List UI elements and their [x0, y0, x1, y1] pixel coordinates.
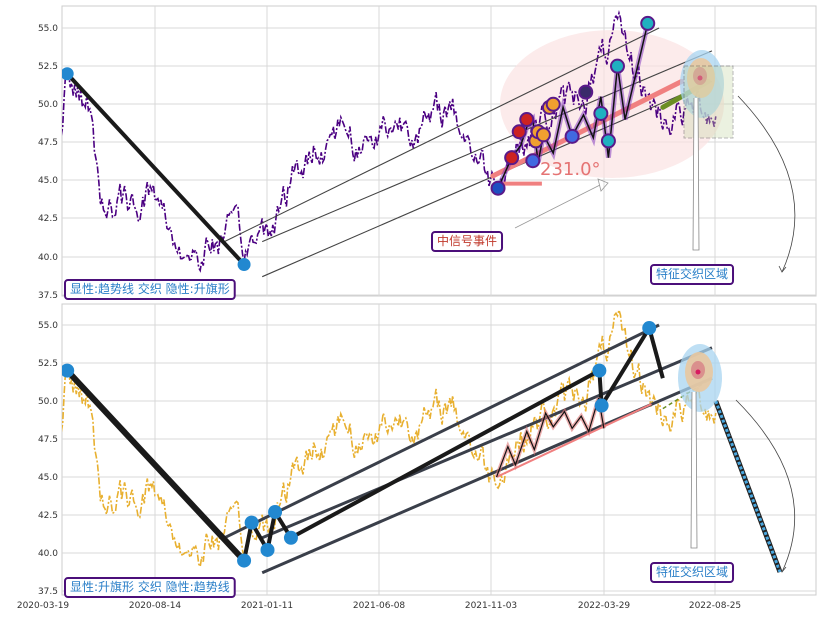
zone-box: [683, 65, 734, 139]
zone-curve-arrow: [735, 399, 796, 573]
key-point-marker: [244, 515, 259, 530]
plot-frame: [61, 5, 817, 297]
y-tick-label: 50.0: [38, 100, 58, 110]
key-point-marker: [237, 553, 252, 568]
pattern-marker: [525, 153, 541, 169]
y-tick-label: 55.0: [38, 321, 58, 331]
zone-center-dot: [695, 369, 701, 375]
zone-label-text: 特征交织区域: [656, 564, 728, 579]
pattern-label: [64, 279, 236, 300]
y-tick-label: 55.0: [38, 24, 58, 34]
top-panel: 37.5 40.0 42.5 45.0 47.5 50.0 52.5 55.0 231.0° 显性…: [38, 5, 817, 301]
y-tick-label: 42.5: [38, 214, 58, 224]
price-series-line: [62, 10, 717, 273]
support-trend-line: [496, 403, 652, 478]
y-tick-label: 40.0: [38, 549, 58, 559]
y-tick-label: 40.0: [38, 253, 58, 263]
pattern-marker: [578, 84, 594, 100]
zone-curve-arrowhead: [778, 565, 787, 573]
down-trend-line: [65, 71, 247, 267]
x-tick-label: 2022-03-29: [578, 601, 631, 611]
y-tick-label: 52.5: [38, 359, 58, 369]
y-tick-label: 37.5: [38, 587, 58, 597]
pattern-label-text: 显性:升旗形 交织 隐性:趋势线: [70, 579, 230, 594]
zone-center-dot: [697, 75, 703, 81]
y-tick-label: 45.0: [38, 473, 58, 483]
bottom-panel: 37.5 40.0 42.5 45.0 47.5 50.0 52.5 55.0 显性:升旗形 交…: [38, 303, 817, 598]
y-tick-label: 50.0: [38, 397, 58, 407]
pattern-marker: [490, 180, 506, 196]
pattern-marker: [640, 15, 656, 31]
key-point-marker: [642, 321, 657, 336]
zone-curve-arrowhead: [778, 265, 787, 273]
signal-arrow: [514, 178, 609, 229]
zone-label: [650, 264, 735, 285]
y-tick-label: 52.5: [38, 62, 58, 72]
pattern-marker: [600, 133, 616, 149]
projection-arrow: [714, 400, 782, 573]
y-tick-label: 45.0: [38, 176, 58, 186]
zone-pointer: [690, 391, 698, 549]
plot-area: 231.0°: [62, 10, 796, 278]
key-point-marker: [62, 67, 74, 81]
zone-label-text: 特征交织区域: [656, 266, 728, 281]
channel-line-upper: [224, 27, 660, 243]
x-tick-label: 2021-01-11: [241, 601, 293, 611]
key-point-marker: [260, 542, 275, 557]
key-point-marker: [283, 530, 298, 545]
pattern-marker: [564, 128, 580, 144]
pattern-marker: [609, 58, 625, 74]
pattern-marker: [519, 112, 535, 128]
channel-line-upper: [223, 323, 660, 540]
zone-label: [650, 562, 735, 583]
pattern-marker: [504, 150, 520, 166]
pattern-marker: [593, 105, 609, 121]
plot-area: [62, 306, 796, 575]
angle-label: 231.0°: [540, 159, 601, 180]
x-tick-label: 2020-08-14: [129, 601, 182, 611]
signal-label: [431, 231, 504, 252]
pattern-marker: [511, 124, 527, 140]
pattern-marker: [545, 96, 561, 112]
y-tick-label: 37.5: [38, 291, 58, 301]
key-point-marker: [594, 398, 609, 413]
key-point-marker: [592, 363, 607, 378]
key-point-marker: [268, 504, 283, 519]
signal-label-text: 中信号事件: [437, 233, 497, 248]
down-trend-line: [64, 367, 248, 564]
price-series-line: [62, 306, 717, 569]
flag-zigzag-line: [495, 397, 605, 478]
y-tick-label: 47.5: [38, 138, 58, 148]
x-tick-label: 2020-03-19: [17, 601, 70, 611]
key-point-marker: [62, 363, 75, 378]
zone-curve-arrow: [737, 95, 796, 273]
zone-pointer: [692, 97, 700, 251]
y-tick-label: 47.5: [38, 435, 58, 445]
x-tick-label: 2021-11-03: [465, 601, 517, 611]
channel-line-lower: [261, 80, 713, 278]
x-tick-label: 2022-08-25: [689, 601, 741, 611]
pattern-label: [64, 577, 236, 598]
x-tick-label: 2021-06-08: [353, 601, 406, 611]
y-tick-label: 42.5: [38, 511, 58, 521]
pattern-marker: [535, 127, 551, 143]
channel-line-mid: [261, 346, 713, 540]
channel-line-mid: [261, 50, 713, 243]
pattern-label-text: 显性:趋势线 交织 隐性:升旗形: [70, 281, 230, 296]
key-point-marker: [237, 257, 251, 271]
